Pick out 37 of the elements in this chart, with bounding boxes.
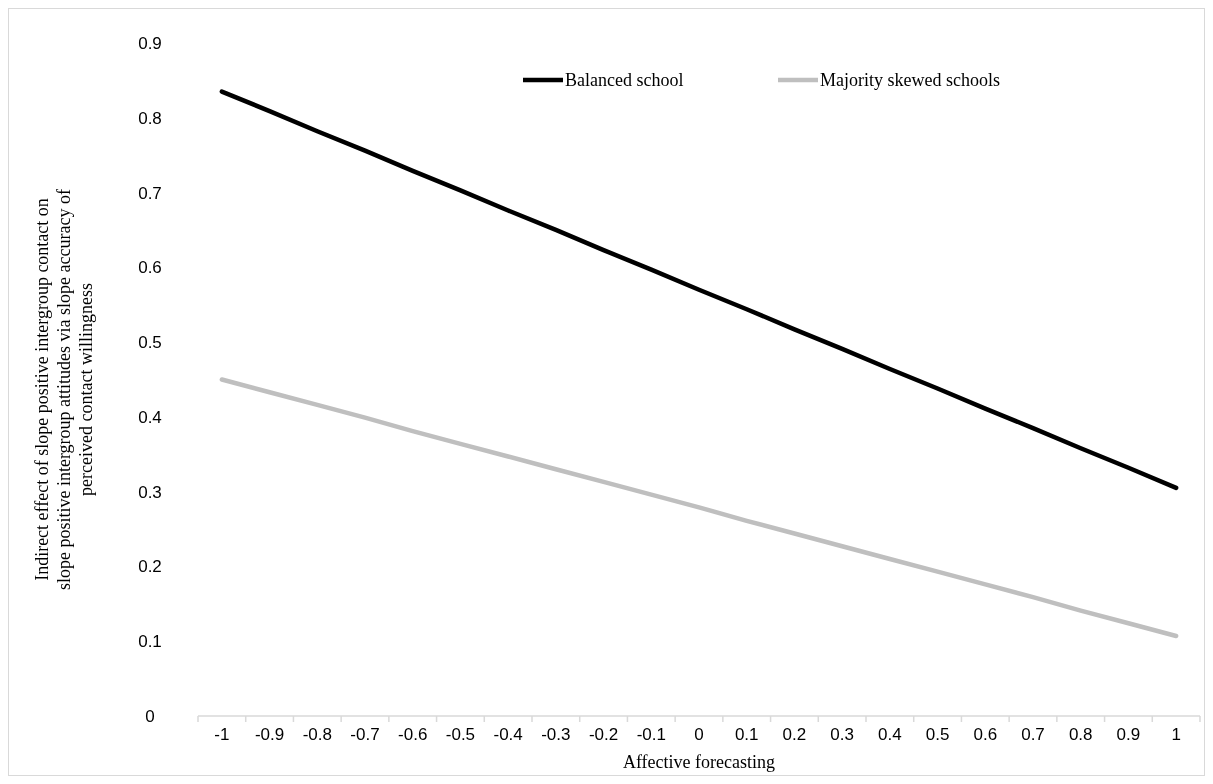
x-tick-label: 0.2 bbox=[782, 725, 807, 744]
x-tick-label: 0 bbox=[694, 725, 704, 744]
x-tick-label: -0.9 bbox=[254, 725, 285, 744]
x-tick-label: 0.6 bbox=[973, 725, 998, 744]
x-tick-label: -1 bbox=[214, 725, 230, 744]
y-tick-label: 0.4 bbox=[138, 407, 162, 427]
x-tick-label: 0.4 bbox=[878, 725, 902, 744]
y-tick-label: 0.1 bbox=[138, 632, 162, 652]
y-axis-title: Indirect effect of slope positive intergroup contact on slope positive intergroup attitudes via slope accuracy of perceived contact willingness bbox=[32, 188, 96, 591]
x-tick-label: -0.2 bbox=[588, 725, 619, 744]
x-tick-label: -0.8 bbox=[302, 725, 332, 744]
y-tick-label: 0.3 bbox=[138, 482, 162, 502]
y-tick-label: 0.9 bbox=[138, 33, 162, 53]
x-tick-label: 0.8 bbox=[1068, 725, 1093, 744]
x-tick-label: 0.3 bbox=[830, 725, 854, 744]
y-tick-label: 0.8 bbox=[138, 108, 162, 128]
x-tick-label: -0.3 bbox=[541, 725, 571, 744]
y-tick-label: 0 bbox=[145, 706, 155, 726]
y-tick-label: 0.2 bbox=[138, 557, 162, 577]
x-tick-label: -0.7 bbox=[350, 725, 380, 744]
y-tick-label: 0.7 bbox=[138, 183, 162, 203]
x-tick-label: 0.1 bbox=[734, 725, 759, 744]
x-tick-label: 1 bbox=[1171, 725, 1181, 744]
x-tick-label: 0.5 bbox=[925, 725, 950, 744]
x-tick-label: 0.9 bbox=[1116, 725, 1141, 744]
x-tick-label: 0.7 bbox=[1021, 725, 1045, 744]
legend-label: Majority skewed schools bbox=[820, 70, 1000, 91]
x-tick-label: -0.4 bbox=[493, 725, 523, 744]
x-tick-label: -0.5 bbox=[445, 725, 476, 744]
x-axis-title: Affective forecasting bbox=[622, 752, 776, 772]
y-tick-label: 0.6 bbox=[138, 258, 162, 278]
y-tick-label: 0.5 bbox=[138, 333, 162, 353]
legend-label: Balanced school bbox=[565, 70, 684, 91]
line-series bbox=[219, 377, 1179, 639]
x-tick-label: -0.6 bbox=[398, 725, 428, 744]
line-series bbox=[219, 89, 1179, 491]
x-tick-label: -0.1 bbox=[636, 725, 666, 744]
